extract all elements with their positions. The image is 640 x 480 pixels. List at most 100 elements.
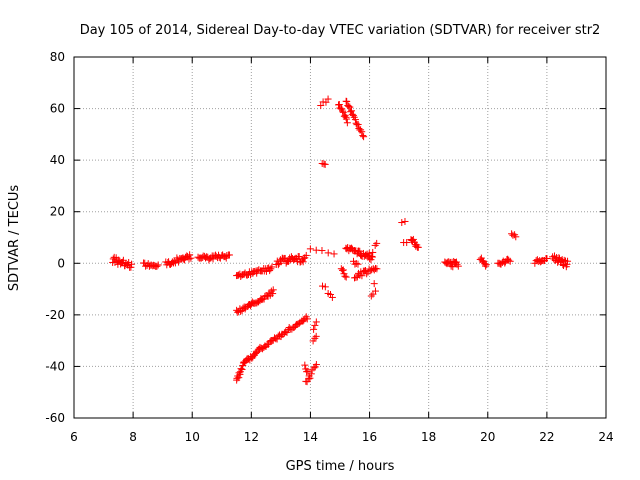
data-series-segment <box>317 95 332 110</box>
data-point <box>225 251 233 259</box>
data-series-segment <box>370 280 378 288</box>
data-point <box>367 292 375 300</box>
data-point <box>342 115 350 123</box>
data-point <box>482 261 490 269</box>
data-point <box>305 375 313 383</box>
data-point <box>301 361 309 369</box>
data-point <box>351 116 359 124</box>
data-point <box>355 125 363 133</box>
data-point <box>358 128 366 136</box>
data-point <box>345 102 353 110</box>
data-point <box>512 233 520 241</box>
data-point <box>125 258 133 266</box>
data-point <box>269 286 277 294</box>
data-point <box>303 315 311 323</box>
x-tick-label: 16 <box>362 430 377 444</box>
data-series-segment <box>365 248 377 257</box>
data-point <box>371 287 379 295</box>
data-point <box>401 217 409 225</box>
x-axis-label: GPS time / hours <box>286 459 395 474</box>
x-tick-label: 20 <box>480 430 495 444</box>
data-point <box>312 361 320 369</box>
data-series-segment <box>508 230 520 241</box>
data-series-segment <box>335 101 351 127</box>
data-series-segment <box>441 257 462 271</box>
data-point <box>306 374 314 382</box>
data-series-segment <box>342 97 368 141</box>
data-point <box>153 262 161 270</box>
y-tick-label: 0 <box>57 256 65 270</box>
data-point <box>128 260 136 268</box>
data-series-segment <box>302 361 320 386</box>
data-series-segment <box>233 263 276 281</box>
data-series-segment <box>350 264 379 282</box>
data-point <box>560 256 568 264</box>
x-tick-label: 8 <box>129 430 137 444</box>
data-series-segment <box>162 251 195 269</box>
data-point <box>302 251 310 259</box>
data-point <box>339 266 347 274</box>
x-tick-label: 10 <box>185 430 200 444</box>
x-tick-label: 12 <box>244 430 259 444</box>
data-series-segment <box>494 255 514 268</box>
data-point <box>501 259 509 267</box>
data-point <box>324 249 332 257</box>
data-series-segment <box>256 313 311 353</box>
data-point <box>310 325 318 333</box>
data-point <box>447 262 455 270</box>
y-tick-labels: -60 -40 -20 0 20 40 60 80 <box>45 50 65 425</box>
data-points <box>109 95 572 386</box>
data-point <box>306 245 314 253</box>
data-point <box>505 256 513 264</box>
data-series-segment <box>194 251 233 264</box>
data-point <box>343 98 351 106</box>
data-series-segment <box>324 289 336 301</box>
data-point <box>409 235 417 243</box>
data-point <box>304 367 312 375</box>
data-point <box>563 260 571 268</box>
data-point <box>296 318 304 326</box>
x-tick-label: 24 <box>598 430 613 444</box>
data-series-segment <box>310 318 320 333</box>
y-tick-label: 20 <box>50 205 65 219</box>
data-point <box>352 259 360 267</box>
data-series-segment <box>240 343 264 366</box>
data-point <box>414 243 422 251</box>
y-tick-label: -60 <box>45 411 65 425</box>
data-series-segment <box>371 239 381 249</box>
data-point <box>359 132 367 140</box>
data-series-segment <box>367 287 379 300</box>
grid-lines <box>73 56 607 419</box>
data-series-segment <box>398 217 409 227</box>
plot-frame <box>73 56 607 419</box>
data-series-segment <box>549 252 572 271</box>
data-point <box>312 318 320 326</box>
data-point <box>342 273 350 281</box>
data-point <box>373 265 381 273</box>
data-point <box>506 257 514 265</box>
data-point <box>398 219 406 227</box>
data-point <box>343 119 351 127</box>
data-series-segment <box>318 159 329 168</box>
data-series-segment <box>319 282 329 291</box>
data-point <box>543 254 551 262</box>
data-point <box>346 103 354 111</box>
data-point <box>370 280 378 288</box>
data-point <box>330 250 338 258</box>
data-point <box>307 370 315 378</box>
data-point <box>109 255 117 263</box>
data-point <box>273 335 281 343</box>
y-tick-label: -40 <box>45 359 65 373</box>
x-tick-label: 22 <box>539 430 554 444</box>
data-point <box>363 270 371 278</box>
data-point <box>564 257 572 265</box>
data-point <box>266 267 274 275</box>
data-point <box>317 102 325 110</box>
x-tick-labels: 6 8 10 12 14 16 18 20 22 24 <box>70 430 613 444</box>
chart-title: Day 105 of 2014, Sidereal Day-to-day VTE… <box>80 23 601 38</box>
data-series-segment <box>140 259 162 271</box>
data-series-segment <box>309 332 320 345</box>
data-point <box>354 120 362 128</box>
data-series-segment <box>342 243 376 264</box>
data-point <box>127 263 135 271</box>
